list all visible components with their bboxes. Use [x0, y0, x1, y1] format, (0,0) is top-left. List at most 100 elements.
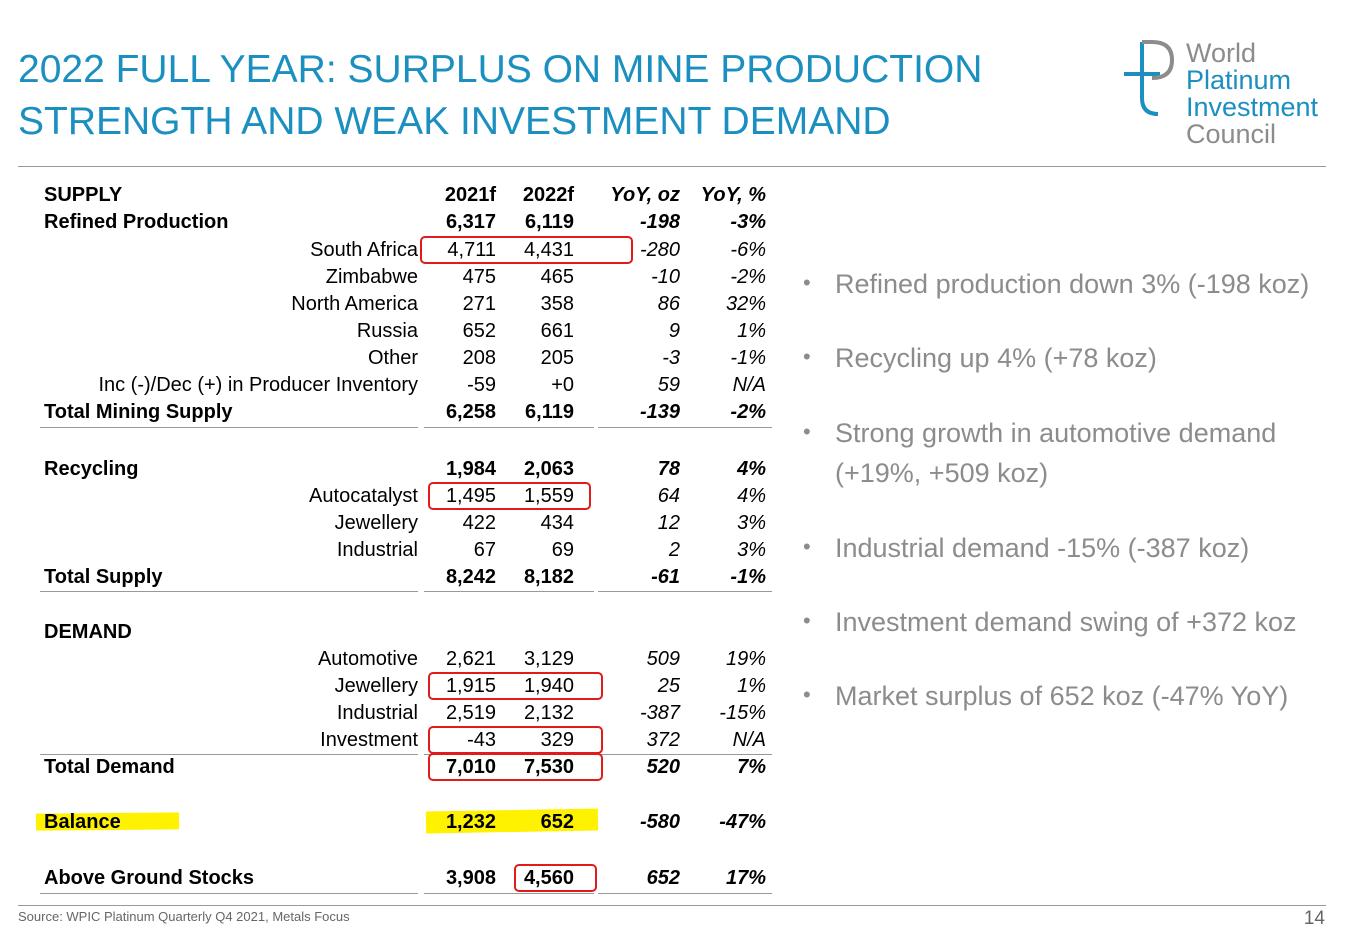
cell: -43: [467, 729, 496, 751]
table-rule: [40, 893, 418, 894]
row-label: Total Mining Supply: [44, 401, 233, 423]
cell: 67: [473, 539, 496, 561]
row-label: Russia: [356, 320, 418, 342]
cell: 652: [540, 811, 574, 833]
title-line: 2022 FULL YEAR: SURPLUS ON MINE PRODUCTI…: [18, 48, 983, 91]
table-rule: [598, 591, 772, 592]
cell: N/A: [732, 729, 766, 751]
row-label: Autocatalyst: [309, 485, 418, 507]
callout-box: [514, 864, 597, 892]
cell: 4,431: [523, 239, 574, 261]
cell: N/A: [732, 374, 766, 396]
cell: -3: [662, 347, 680, 369]
cell: 465: [540, 266, 574, 288]
row-label: Jewellery: [334, 512, 418, 534]
cell: -59: [467, 374, 496, 396]
callout-box: [420, 236, 633, 264]
bullet-dot: •: [803, 608, 811, 633]
logo-mark: [1124, 40, 1175, 116]
cell: 3%: [737, 539, 766, 561]
cell: -1%: [730, 347, 766, 369]
cell: -387: [639, 702, 680, 724]
table-rule: [40, 754, 418, 755]
cell: -2%: [730, 266, 766, 288]
bullet-text: Market surplus of 652 koz (-47% YoY): [835, 681, 1289, 711]
cell: 2021f: [444, 184, 496, 206]
cell: 358: [540, 293, 574, 315]
row-label: Inc (-)/Dec (+) in Producer Inventory: [98, 374, 418, 396]
row-label: DEMAND: [44, 621, 132, 643]
cell: -15%: [719, 702, 766, 724]
cell: 6,317: [445, 211, 496, 233]
callout-box: [428, 482, 591, 510]
table-rule: [598, 754, 772, 755]
cell: YoY, oz: [610, 184, 680, 206]
cell: 59: [657, 374, 680, 396]
cell: 4%: [737, 458, 766, 480]
bullet-dot: •: [803, 534, 811, 559]
row-label: Industrial: [336, 539, 418, 561]
callout-box: [428, 753, 603, 781]
row-label: Balance: [44, 811, 121, 833]
cell: 78: [657, 458, 680, 480]
cell: 12: [657, 512, 680, 534]
logo-text: Council: [1186, 119, 1277, 149]
source: Source: WPIC Platinum Quarterly Q4 2021,…: [18, 909, 350, 924]
cell: 372: [646, 729, 680, 751]
cell: -1%: [730, 566, 766, 588]
cell: 7,530: [523, 756, 574, 778]
table-rule: [40, 591, 418, 592]
table-rule: [424, 893, 594, 894]
row-label: Investment: [320, 729, 418, 751]
cell: 2,132: [523, 702, 574, 724]
cell: YoY, %: [700, 184, 766, 206]
cell: 652: [646, 867, 680, 889]
callout-box: [428, 672, 603, 700]
bullet-dot: •: [803, 419, 811, 444]
bullet-text: (+19%, +509 koz): [835, 458, 1049, 488]
table-rule: [40, 427, 418, 428]
cell: 7%: [737, 756, 766, 778]
bullet-dot: •: [803, 682, 811, 707]
bullet-text: Investment demand swing of +372 koz: [835, 607, 1297, 637]
cell: 32%: [725, 293, 766, 315]
cell: 1%: [737, 320, 766, 342]
cell: 271: [462, 293, 496, 315]
row-label: Refined Production: [44, 211, 229, 233]
cell: -6%: [730, 239, 766, 261]
cell: 2: [668, 539, 680, 561]
cell: 422: [462, 512, 496, 534]
cell: 1,559: [523, 485, 574, 507]
cell: 520: [646, 756, 680, 778]
cell: 86: [657, 293, 680, 315]
row-label: Total Demand: [44, 756, 175, 778]
bullet-dot: •: [803, 344, 811, 369]
logo-text: World: [1186, 38, 1257, 68]
cell: 1,495: [445, 485, 496, 507]
cell: 2,063: [523, 458, 574, 480]
table-rule: [598, 893, 772, 894]
cell: 509: [646, 648, 680, 670]
row-label: Automotive: [317, 648, 418, 670]
cell: -280: [639, 239, 680, 261]
logo-text: Platinum: [1186, 65, 1292, 95]
cell: 1,915: [445, 675, 496, 697]
cell: 205: [540, 347, 574, 369]
row-label: South Africa: [310, 239, 418, 261]
cell: 2,519: [445, 702, 496, 724]
cell: 69: [551, 539, 574, 561]
row-label: Industrial: [336, 702, 418, 724]
cell: -2%: [730, 401, 766, 423]
cell: 8,182: [523, 566, 574, 588]
cell: 17%: [725, 867, 766, 889]
cell: 6,119: [525, 211, 574, 233]
table-rule: [424, 591, 594, 592]
bullet-text: Refined production down 3% (-198 koz): [835, 269, 1310, 299]
cell: 2022f: [522, 184, 574, 206]
cell: -47%: [719, 811, 766, 833]
title-line: STRENGTH AND WEAK INVESTMENT DEMAND: [18, 100, 891, 143]
cell: 3%: [737, 512, 766, 534]
cell: 1,984: [445, 458, 496, 480]
cell: 3,908: [445, 867, 496, 889]
